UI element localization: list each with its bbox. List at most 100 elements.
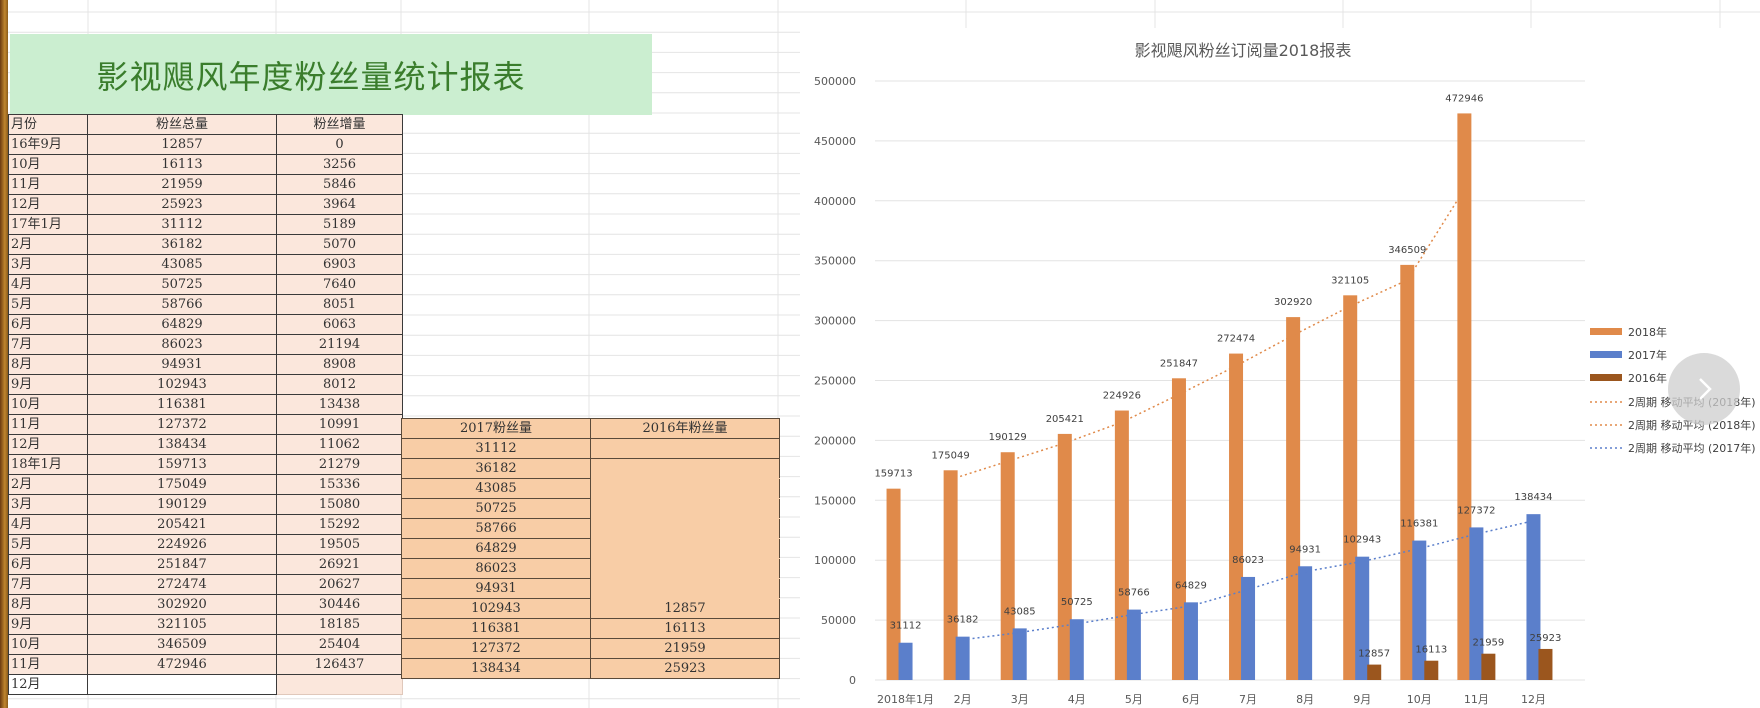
table-cell[interactable]: 10991 — [276, 414, 403, 435]
table-cell[interactable]: 272474 — [87, 574, 277, 595]
table-cell[interactable]: 127372 — [87, 414, 277, 435]
bar[interactable] — [1400, 264, 1415, 680]
bar[interactable] — [1538, 648, 1553, 680]
table-cell[interactable]: 321105 — [87, 614, 277, 635]
table-header-cell[interactable]: 月份 — [8, 114, 88, 135]
year-2017-cell[interactable]: 50725 — [401, 498, 591, 519]
table-cell[interactable]: 159713 — [87, 454, 277, 475]
bar[interactable] — [1412, 540, 1427, 680]
table-cell[interactable]: 205421 — [87, 514, 277, 535]
year-2016-cell[interactable] — [590, 518, 780, 539]
table-header-cell[interactable]: 粉丝总量 — [87, 114, 277, 135]
table-cell[interactable]: 19505 — [276, 534, 403, 555]
year-2017-cell[interactable]: 102943 — [401, 598, 591, 619]
table-cell[interactable]: 8月 — [8, 594, 88, 615]
table-cell[interactable]: 20627 — [276, 574, 403, 595]
table-cell[interactable]: 138434 — [87, 434, 277, 455]
bar[interactable] — [1241, 576, 1256, 680]
bar[interactable] — [1343, 295, 1358, 680]
table-cell[interactable]: 10月 — [8, 154, 88, 175]
table-cell[interactable]: 116381 — [87, 394, 277, 415]
table-cell[interactable]: 3964 — [276, 194, 403, 215]
year-table-header[interactable]: 2017粉丝量 — [401, 418, 591, 439]
table-cell[interactable]: 26921 — [276, 554, 403, 575]
table-cell[interactable]: 25404 — [276, 634, 403, 655]
table-cell[interactable]: 15080 — [276, 494, 403, 515]
year-2016-cell[interactable] — [590, 578, 780, 599]
year-2016-cell[interactable] — [590, 438, 780, 459]
table-cell[interactable]: 10月 — [8, 634, 88, 655]
table-cell[interactable]: 7月 — [8, 574, 88, 595]
table-cell[interactable]: 9月 — [8, 374, 88, 395]
year-2017-cell[interactable]: 58766 — [401, 518, 591, 539]
table-cell[interactable]: 3月 — [8, 254, 88, 275]
bar[interactable] — [1526, 514, 1541, 680]
table-cell[interactable]: 190129 — [87, 494, 277, 515]
table-cell[interactable]: 10月 — [8, 394, 88, 415]
table-cell[interactable]: 2月 — [8, 474, 88, 495]
table-cell[interactable]: 302920 — [87, 594, 277, 615]
table-cell[interactable]: 18185 — [276, 614, 403, 635]
table-cell[interactable]: 94931 — [87, 354, 277, 375]
table-cell[interactable]: 50725 — [87, 274, 277, 295]
year-2016-cell[interactable] — [590, 538, 780, 559]
table-cell[interactable]: 126437 — [276, 654, 403, 675]
bar[interactable] — [1424, 660, 1439, 680]
table-cell[interactable]: 8908 — [276, 354, 403, 375]
table-cell[interactable]: 21959 — [87, 174, 277, 195]
table-cell[interactable]: 4月 — [8, 274, 88, 295]
table-cell[interactable]: 251847 — [87, 554, 277, 575]
table-cell[interactable] — [276, 674, 403, 695]
bar[interactable] — [1114, 410, 1129, 680]
table-cell[interactable]: 36182 — [87, 234, 277, 255]
bar[interactable] — [943, 470, 958, 680]
table-cell[interactable]: 7640 — [276, 274, 403, 295]
year-2016-cell[interactable]: 16113 — [590, 618, 780, 639]
year-2017-cell[interactable]: 64829 — [401, 538, 591, 559]
bar[interactable] — [1457, 113, 1472, 680]
year-2017-cell[interactable]: 86023 — [401, 558, 591, 579]
bar[interactable] — [1298, 566, 1313, 680]
table-cell[interactable]: 43085 — [87, 254, 277, 275]
year-2017-cell[interactable]: 116381 — [401, 618, 591, 639]
year-2016-cell[interactable] — [590, 558, 780, 579]
year-2017-cell[interactable]: 94931 — [401, 578, 591, 599]
table-cell[interactable]: 11月 — [8, 654, 88, 675]
bar[interactable] — [1367, 664, 1382, 680]
table-cell[interactable]: 31112 — [87, 214, 277, 235]
bar[interactable] — [1171, 378, 1186, 680]
bar[interactable] — [1183, 602, 1198, 680]
table-cell[interactable]: 0 — [276, 134, 403, 155]
bar[interactable] — [1069, 619, 1084, 680]
year-2016-cell[interactable] — [590, 478, 780, 499]
table-cell[interactable]: 7月 — [8, 334, 88, 355]
year-2016-cell[interactable]: 25923 — [590, 658, 780, 679]
table-cell[interactable]: 5189 — [276, 214, 403, 235]
bar[interactable] — [1000, 452, 1015, 680]
table-cell[interactable]: 6月 — [8, 314, 88, 335]
table-cell[interactable]: 3256 — [276, 154, 403, 175]
table-cell[interactable]: 224926 — [87, 534, 277, 555]
table-cell[interactable]: 58766 — [87, 294, 277, 315]
table-cell[interactable]: 2月 — [8, 234, 88, 255]
year-2016-cell[interactable]: 12857 — [590, 598, 780, 619]
table-cell[interactable]: 86023 — [87, 334, 277, 355]
table-cell[interactable]: 8012 — [276, 374, 403, 395]
table-cell[interactable]: 5月 — [8, 294, 88, 315]
table-cell[interactable]: 472946 — [87, 654, 277, 675]
table-cell[interactable] — [87, 674, 277, 695]
year-2017-cell[interactable]: 43085 — [401, 478, 591, 499]
bar[interactable] — [1126, 609, 1141, 680]
table-cell[interactable]: 16113 — [87, 154, 277, 175]
table-cell[interactable]: 17年1月 — [8, 214, 88, 235]
table-cell[interactable]: 346509 — [87, 634, 277, 655]
table-cell[interactable]: 102943 — [87, 374, 277, 395]
table-cell[interactable]: 5070 — [276, 234, 403, 255]
table-cell[interactable]: 8月 — [8, 354, 88, 375]
next-slide-button[interactable] — [1668, 353, 1740, 425]
table-cell[interactable]: 15292 — [276, 514, 403, 535]
year-2016-cell[interactable]: 21959 — [590, 638, 780, 659]
bar[interactable] — [1481, 653, 1496, 680]
table-cell[interactable]: 11062 — [276, 434, 403, 455]
table-cell[interactable]: 18年1月 — [8, 454, 88, 475]
